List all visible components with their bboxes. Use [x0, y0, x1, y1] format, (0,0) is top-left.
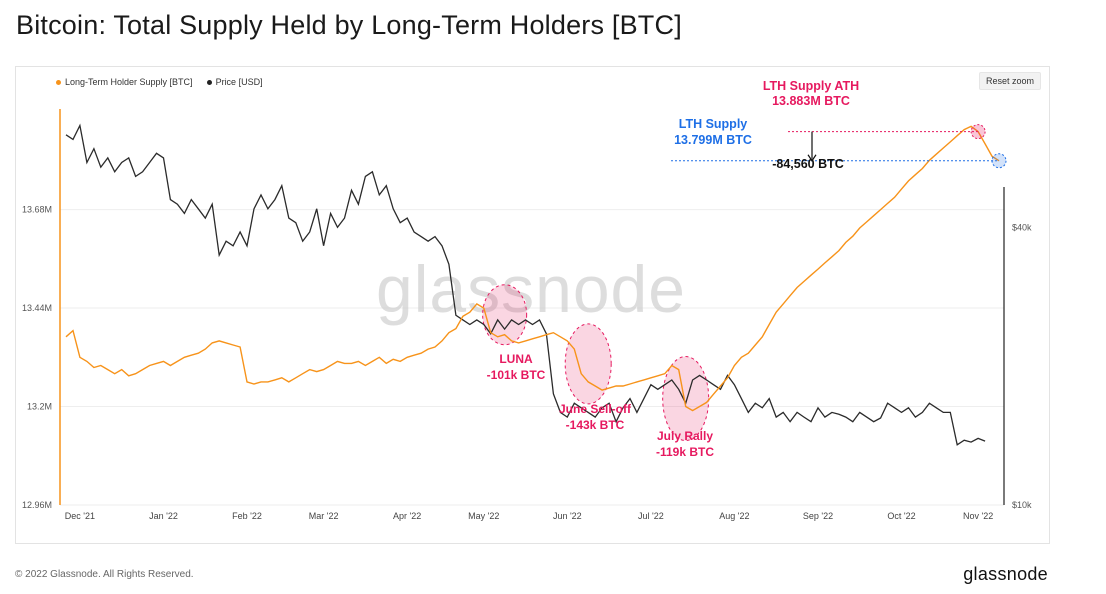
current-marker [991, 153, 1007, 169]
dip-value: -101k BTC [487, 368, 546, 382]
current-value: 13.799M BTC [674, 133, 752, 147]
y-axis-left: 13.68M 13.44M 13.2M 12.96M [22, 205, 52, 510]
y-left-tick: 13.68M [22, 205, 52, 215]
watermark: glassnode [376, 252, 686, 326]
x-tick-label: Oct '22 [887, 511, 915, 521]
chart-panel: Long-Term Holder Supply [BTC] Price [USD… [15, 66, 1050, 544]
copyright: © 2022 Glassnode. All Rights Reserved. [15, 569, 194, 580]
difference-arrowhead [807, 154, 817, 162]
dip-ellipse [564, 323, 612, 405]
ath-marker [970, 124, 986, 140]
y-left-tick: 12.96M [22, 500, 52, 510]
ath-value: 13.883M BTC [772, 94, 850, 108]
dip-value: -119k BTC [656, 445, 714, 459]
ath-title: LTH Supply ATH [763, 79, 859, 93]
y-left-tick: 13.2M [27, 402, 52, 412]
legend-item-lth[interactable]: Long-Term Holder Supply [BTC] [56, 77, 193, 87]
y-right-tick: $10k [1012, 500, 1032, 510]
y-right-tick: $40k [1012, 222, 1032, 232]
dip-value: -143k BTC [566, 418, 625, 432]
x-tick-label: May '22 [468, 511, 499, 521]
x-tick-label: Jan '22 [149, 511, 178, 521]
x-tick-label: Jul '22 [638, 511, 664, 521]
x-tick-label: Mar '22 [309, 511, 339, 521]
dip-title: July Rally [657, 429, 713, 443]
dip-title: LUNA [499, 352, 533, 366]
x-tick-label: Feb '22 [232, 511, 262, 521]
lth-legend-dot [56, 79, 61, 85]
chart-svg: glassnode 13.68M 13.44M 13.2M 12.96M $40k $1… [22, 79, 1032, 521]
legend-item-price[interactable]: Price [USD] [206, 77, 263, 87]
lth-series-line [65, 125, 1000, 412]
legend-label-price: Price [USD] [215, 77, 263, 87]
x-tick-label: Nov '22 [963, 511, 993, 521]
x-tick-label: Aug '22 [719, 511, 749, 521]
page-title: Bitcoin: Total Supply Held by Long-Term … [16, 10, 682, 40]
y-left-tick: 13.44M [22, 303, 52, 313]
dip-ellipse [482, 284, 528, 346]
difference-label: -84,560 BTC [772, 157, 844, 171]
dip-title: June Sell-off [559, 402, 632, 416]
legend: Long-Term Holder Supply [BTC] Price [USD… [56, 77, 263, 87]
x-axis: Dec '21 Jan '22 Feb '22 Mar '22 Apr '22 May '… [65, 511, 993, 521]
current-title: LTH Supply [679, 117, 748, 131]
x-tick-label: Dec '21 [65, 511, 95, 521]
legend-label-lth: Long-Term Holder Supply [BTC] [65, 77, 193, 87]
price-legend-dot [206, 79, 212, 85]
brand-logo: glassnode [963, 564, 1048, 584]
x-tick-label: Jun '22 [553, 511, 582, 521]
x-tick-label: Apr '22 [393, 511, 421, 521]
reset-zoom-button[interactable]: Reset zoom [978, 72, 1041, 90]
gridlines [60, 209, 1004, 506]
y-axis-right: $40k $10k [1012, 222, 1032, 510]
price-series-line [65, 123, 986, 446]
x-tick-label: Sep '22 [803, 511, 833, 521]
